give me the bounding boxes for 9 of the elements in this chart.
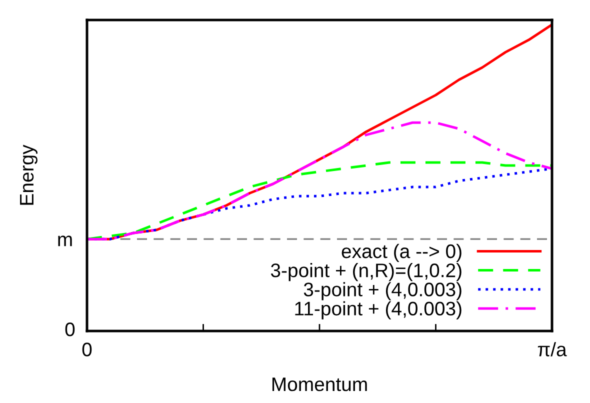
x-tick-label: π/a <box>538 342 567 356</box>
legend-label: 3-point + (n,R)=(1,0.2) <box>270 263 462 282</box>
ref-line-label: m <box>58 236 72 246</box>
y-axis-title: Energy <box>20 144 38 205</box>
legend-label: 11-point + (4,0.003) <box>295 301 462 320</box>
text: 0 <box>65 322 75 336</box>
x-axis-title: Momentum <box>272 378 367 392</box>
legend-label: 3-point + (4,0.003) <box>304 282 462 300</box>
legend-label: exact (a --> 0) <box>342 244 462 262</box>
